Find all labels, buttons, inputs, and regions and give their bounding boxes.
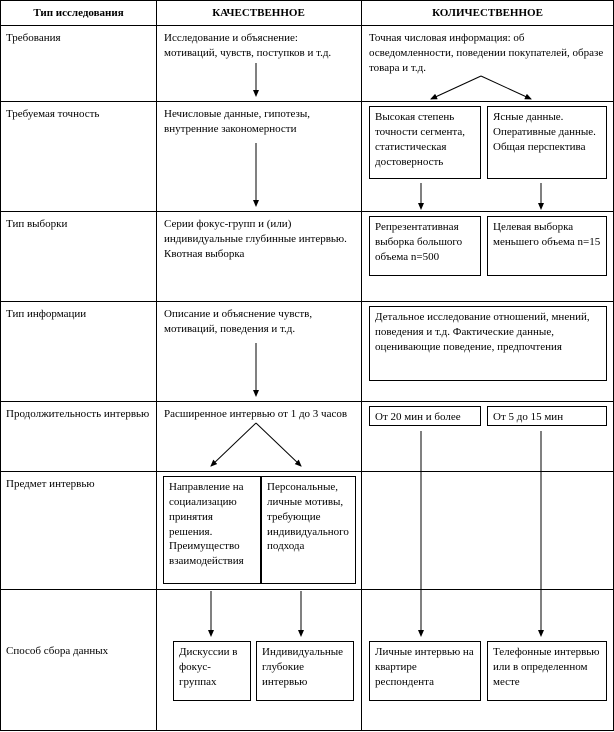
arrows-layer	[1, 1, 614, 732]
diagram-root: Тип исследования КАЧЕСТВЕННОЕ КОЛИЧЕСТВЕ…	[0, 0, 614, 731]
